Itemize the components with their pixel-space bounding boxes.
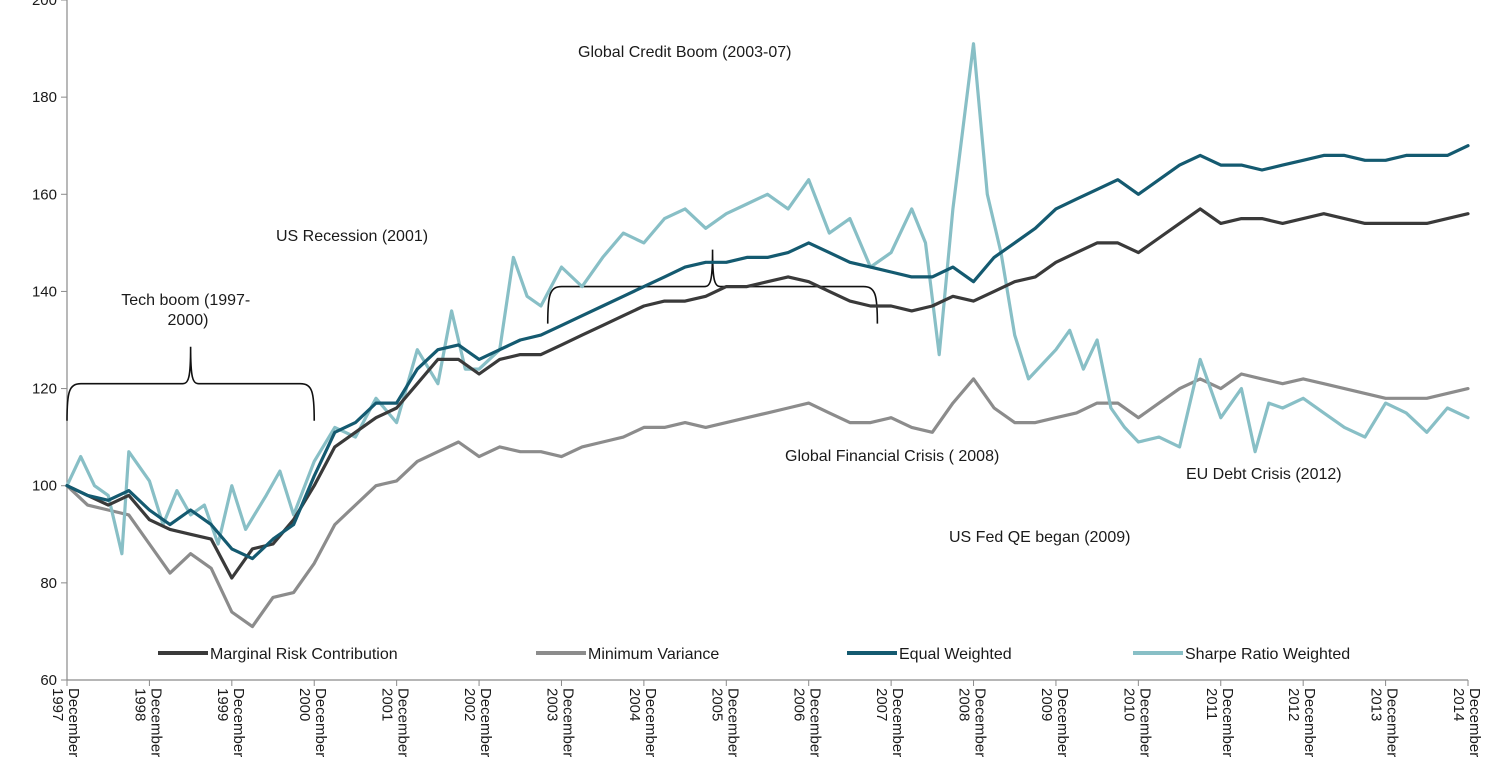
x-tick-label-month: December [559,688,576,757]
series-line-sharpe-ratio-weighted [65,42,1470,556]
x-tick-label-year: 2008 [956,688,973,721]
x-tick-label-month: December [65,688,82,757]
y-tick-label: 160 [32,186,57,203]
x-tick-label-month: December [889,688,906,757]
x-tick-label-year: 1999 [214,688,231,721]
y-tick-label: 140 [32,283,57,300]
series-line-marginal-risk-contribution [65,207,1470,580]
x-tick-label-year: 2002 [461,688,478,721]
annotation-tech-boom-line-2: 2000) [168,312,209,329]
x-tick-label-year: 2006 [791,688,808,721]
x-tick-label-year: 2003 [543,688,560,721]
series-line-minimum-variance [65,372,1470,629]
annotations: Tech boom (1997- 2000) US Recession (200… [121,44,1341,546]
x-tick-label-month: December [1466,688,1483,757]
x-tick-label-year: 2014 [1450,688,1467,721]
x-tick-label-year: 2013 [1368,688,1385,721]
x-tick-label-month: December [312,688,329,757]
x-tick-label-month: December [147,688,164,757]
legend-label: Sharpe Ratio Weighted [1185,646,1350,663]
x-tick-label-month: December [972,688,989,757]
legend-item-minimum-variance: Minimum Variance [536,646,719,663]
annotation-global-credit-boom: Global Credit Boom (2003-07) [578,44,791,61]
x-tick-label-month: December [477,688,494,757]
y-tick-label: 180 [32,89,57,106]
y-tick-label: 120 [32,381,57,398]
x-tick-label-month: December [642,688,659,757]
x-tick-label-month: December [807,688,824,757]
x-tick-label-month: December [230,688,247,757]
x-tick-label-year: 2012 [1285,688,1302,721]
x-tick-label-month: December [1301,688,1318,757]
annotation-tech-boom: Tech boom (1997- 2000) [121,292,254,329]
series-lines [65,42,1470,629]
legend-item-equal-weighted: Equal Weighted [847,646,1012,663]
y-tick-label: 200 [32,0,57,9]
legend-item-sharpe-ratio-weighted: Sharpe Ratio Weighted [1133,646,1350,663]
legend-label: Minimum Variance [588,646,719,663]
annotation-tech-boom-line-1: Tech boom (1997- [121,292,250,309]
y-tick-label: 100 [32,478,57,495]
legend-label: Marginal Risk Contribution [210,646,398,663]
x-tick-label-year: 2004 [626,688,643,721]
x-tick-label-year: 2001 [379,688,396,721]
brackets [66,249,879,421]
legend: Marginal Risk Contribution Minimum Varian… [158,646,1350,663]
x-tick-label-month: December [1054,688,1071,757]
x-tick-label-month: December [724,688,741,757]
y-tick-label: 80 [40,575,57,592]
annotation-us-recession: US Recession (2001) [276,228,428,245]
x-tick-label-month: December [1219,688,1236,757]
credit-boom-bracket [546,249,879,324]
x-tick-label-year: 1997 [49,688,66,721]
y-tick-label: 60 [40,672,57,689]
legend-item-marginal-risk-contribution: Marginal Risk Contribution [158,646,398,663]
x-tick-label-year: 2010 [1120,688,1137,721]
x-tick-label-year: 2007 [873,688,890,721]
x-tick-label-year: 2011 [1203,688,1220,720]
annotation-us-fed-qe: US Fed QE began (2009) [949,529,1130,546]
x-tick-label-month: December [1384,688,1401,757]
tech-boom-bracket [66,346,316,421]
x-tick-label-month: December [1136,688,1153,757]
legend-label: Equal Weighted [899,646,1012,663]
annotation-global-financial-crisis: Global Financial Crisis ( 2008) [785,448,999,465]
x-tick-label-year: 1998 [131,688,148,721]
series-line-equal-weighted [65,144,1470,561]
x-tick-label-year: 2000 [296,688,313,721]
x-tick-label-year: 2009 [1038,688,1055,721]
annotation-eu-debt-crisis: EU Debt Crisis (2012) [1186,466,1342,483]
x-tick-label-month: December [395,688,412,757]
x-tick-label-year: 2005 [708,688,725,721]
